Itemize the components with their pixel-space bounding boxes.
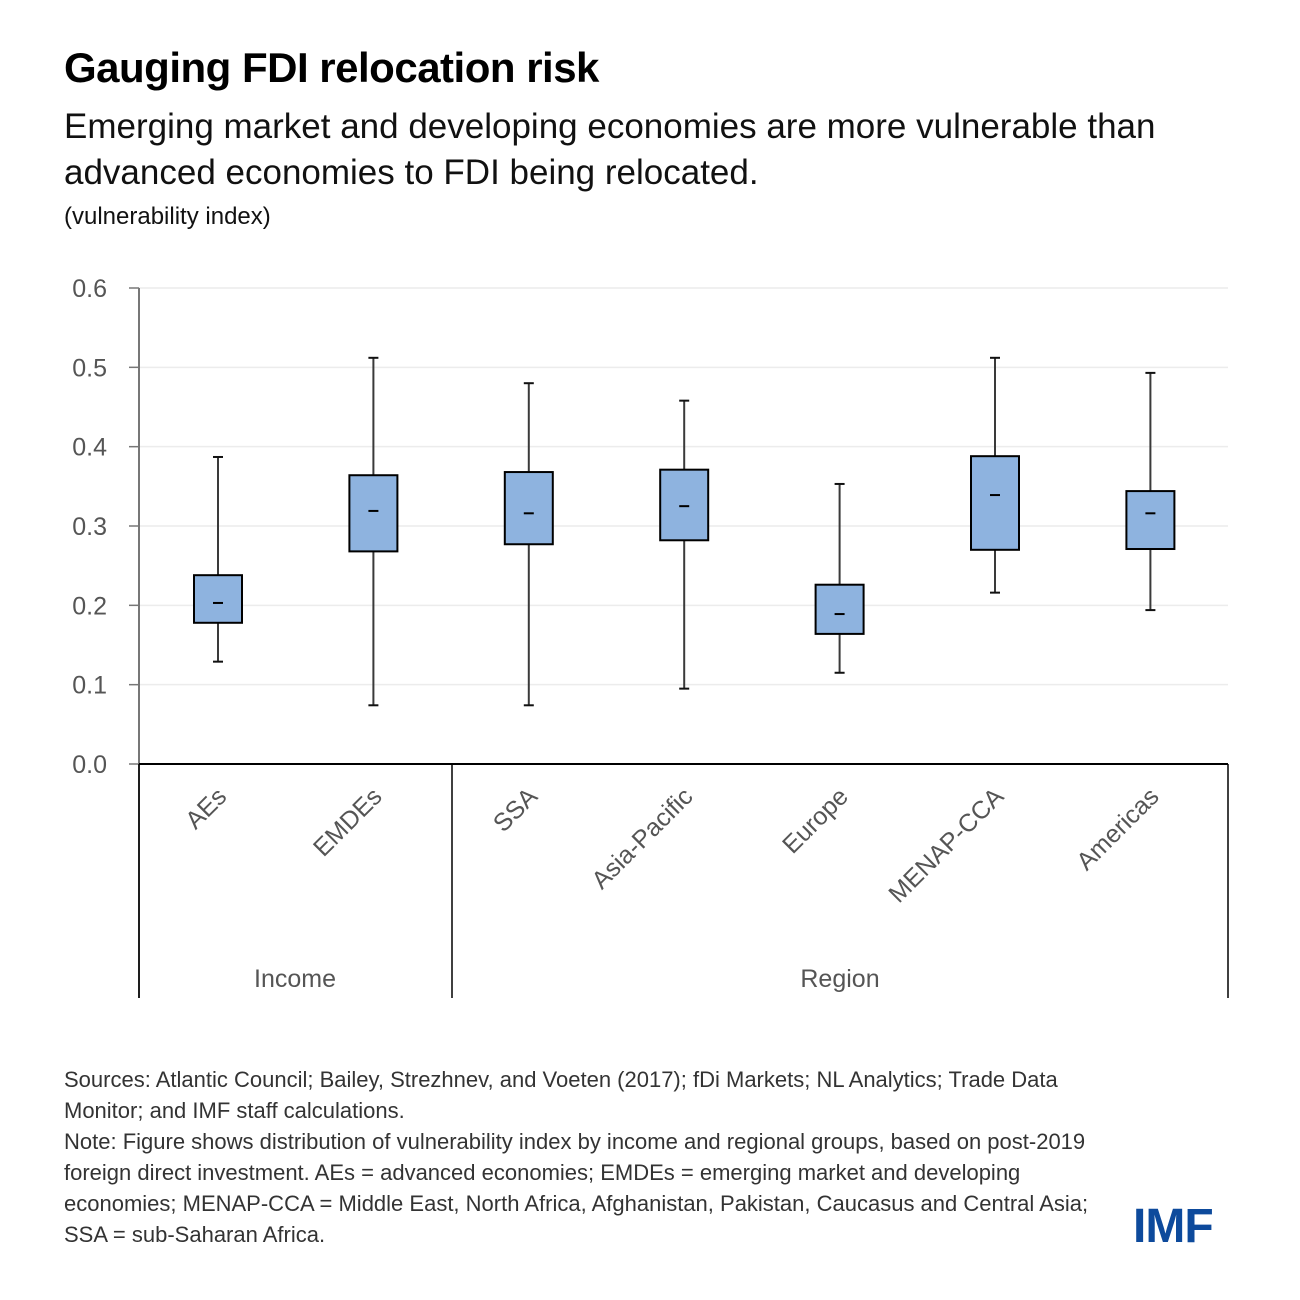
box-americas xyxy=(1125,371,1176,612)
group-labels: Income Region xyxy=(254,965,880,993)
chart-title: Gauging FDI relocation risk xyxy=(64,44,599,91)
notes: Sources: Atlantic Council; Bailey, Strez… xyxy=(64,1064,1104,1250)
x-tick-label: MENAP-CCA xyxy=(883,782,1009,908)
x-tick-label: Americas xyxy=(1071,782,1164,875)
x-tick-label: Europe xyxy=(777,782,854,859)
y-tick-label: 0.6 xyxy=(72,275,107,303)
box-iqr xyxy=(814,583,865,635)
y-tick-label: 0.1 xyxy=(72,672,107,700)
box-iqr xyxy=(659,468,710,542)
box-iqr xyxy=(970,455,1020,551)
box-iqr xyxy=(503,471,554,546)
box-iqr xyxy=(1125,490,1176,551)
y-tick-label: 0.5 xyxy=(72,354,107,382)
box-aes xyxy=(193,455,243,663)
box-asia-pacific xyxy=(659,399,710,690)
x-tick-label: AEs xyxy=(180,782,232,834)
box-menap-cca xyxy=(970,356,1020,594)
box-ssa xyxy=(503,382,554,707)
note-text: Note: Figure shows distribution of vulne… xyxy=(64,1129,1089,1247)
group-label: Region xyxy=(800,965,879,993)
axes xyxy=(138,288,1229,998)
box-iqr xyxy=(348,474,399,553)
y-tick-label: 0.2 xyxy=(72,592,107,620)
y-unit-label: (vulnerability index) xyxy=(64,203,271,230)
x-axis-labels: AEs EMDEs SSA Asia-Pacific Europe MENAP-CCA Am… xyxy=(180,782,1165,908)
sources-text: Sources: Atlantic Council; Bailey, Strez… xyxy=(64,1067,1058,1123)
box-europe xyxy=(814,482,865,674)
y-tick-label: 0.0 xyxy=(72,751,107,779)
box-series xyxy=(193,356,1176,707)
y-tick-label: 0.3 xyxy=(72,513,107,541)
box-emdes xyxy=(348,356,399,707)
x-tick-label: EMDEs xyxy=(308,782,388,862)
imf-logo: IMF xyxy=(1133,1200,1214,1253)
x-tick-label: Asia-Pacific xyxy=(586,782,698,894)
y-axis-ticks: 0.0 0.1 0.2 0.3 0.4 0.5 0.6 xyxy=(72,275,139,779)
y-tick-label: 0.4 xyxy=(72,434,107,462)
box-iqr xyxy=(193,574,243,624)
x-tick-label: SSA xyxy=(488,782,543,837)
group-label: Income xyxy=(254,965,336,993)
chart-subtitle: Emerging market and developing economies… xyxy=(64,107,1156,192)
